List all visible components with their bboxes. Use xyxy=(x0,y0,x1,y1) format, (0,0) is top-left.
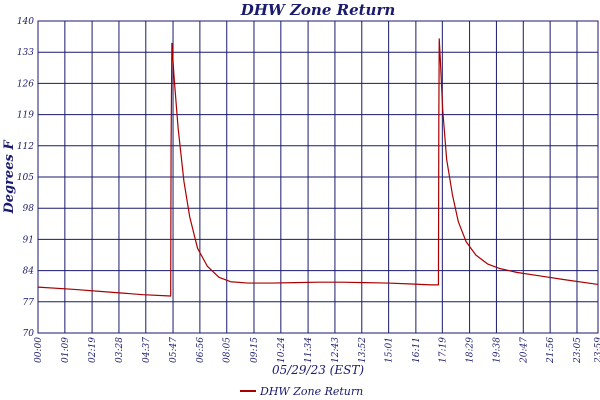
y-axis-ticks: 70 77 84 91 98 105 112 119 126 133 140 xyxy=(17,17,34,339)
x-tick-label: 11:34 xyxy=(304,337,314,363)
x-tick-label: 02:19 xyxy=(88,337,98,363)
legend: DHW Zone Return xyxy=(240,385,363,398)
y-tick-label: 126 xyxy=(17,79,34,89)
x-axis-title: 05/29/23 (EST) xyxy=(272,363,364,377)
x-tick-label: 00:00 xyxy=(34,337,44,363)
y-tick-label: 140 xyxy=(17,17,34,27)
x-tick-label: 13:52 xyxy=(358,337,368,363)
x-tick-label: 09:15 xyxy=(250,337,260,363)
series-line-dhw-zone-return xyxy=(37,38,599,297)
x-tick-label: 04:37 xyxy=(142,337,152,363)
x-tick-label: 15:01 xyxy=(385,337,395,363)
chart-title: DHW Zone Return xyxy=(240,1,396,19)
x-tick-label: 01:09 xyxy=(61,337,71,363)
y-tick-label: 70 xyxy=(23,329,35,339)
x-tick-label: 20:47 xyxy=(519,337,529,364)
y-tick-label: 119 xyxy=(17,111,34,121)
x-tick-label: 16:11 xyxy=(412,337,422,363)
legend-label-dhw-zone-return: DHW Zone Return xyxy=(259,385,363,398)
x-tick-label: 05:47 xyxy=(169,337,179,363)
x-axis-ticks: 00:00 01:09 02:19 03:28 04:37 05:47 06:56 08:05… xyxy=(34,337,600,364)
y-tick-label: 105 xyxy=(17,173,34,183)
series-group xyxy=(37,38,599,297)
x-tick-label: 18:29 xyxy=(466,337,476,363)
x-tick-label: 06:56 xyxy=(196,337,206,363)
y-tick-label: 133 xyxy=(17,48,34,58)
x-tick-label: 03:28 xyxy=(115,337,125,363)
y-tick-label: 84 xyxy=(23,267,35,277)
x-tick-label: 23:59 xyxy=(594,337,600,364)
x-tick-label: 23:05 xyxy=(573,337,583,364)
y-tick-label: 112 xyxy=(17,142,34,152)
y-tick-label: 77 xyxy=(23,298,35,308)
x-tick-label: 17:19 xyxy=(438,337,448,363)
y-tick-label: 98 xyxy=(23,204,35,214)
x-tick-label: 21:56 xyxy=(546,337,556,364)
y-tick-label: 91 xyxy=(23,235,34,245)
chart-grid xyxy=(37,20,599,334)
x-tick-label: 08:05 xyxy=(223,337,233,363)
y-axis-title: Degrees F xyxy=(2,140,17,215)
x-tick-label: 12:43 xyxy=(331,337,341,363)
x-tick-label: 10:24 xyxy=(277,337,287,363)
plot-frame xyxy=(37,20,599,334)
x-tick-label: 19:38 xyxy=(492,337,502,363)
